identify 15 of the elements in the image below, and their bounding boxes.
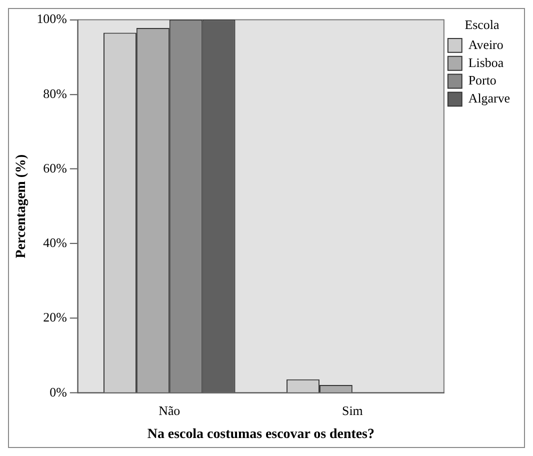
legend-title: Escola	[464, 16, 500, 32]
x-tick-label: Não	[158, 402, 180, 418]
y-tick-label: 80%	[43, 86, 68, 101]
y-tick-label: 60%	[43, 160, 68, 176]
y-tick-label: 40%	[43, 235, 68, 250]
y-tick-label: 20%	[43, 310, 68, 325]
legend-label: Algarve	[468, 90, 510, 106]
legend-label: Aveiro	[468, 36, 504, 52]
y-tick-label: 0%	[50, 384, 68, 400]
x-tick-label: Sim	[342, 402, 363, 418]
legend-label: Porto	[468, 72, 496, 88]
y-tick-label: 100%	[36, 11, 68, 26]
legend-label: Lisboa	[468, 54, 504, 70]
y-axis-title: Percentagem (%)	[14, 154, 29, 258]
x-axis-title: Na escola costumas escovar os dentes?	[147, 427, 374, 442]
